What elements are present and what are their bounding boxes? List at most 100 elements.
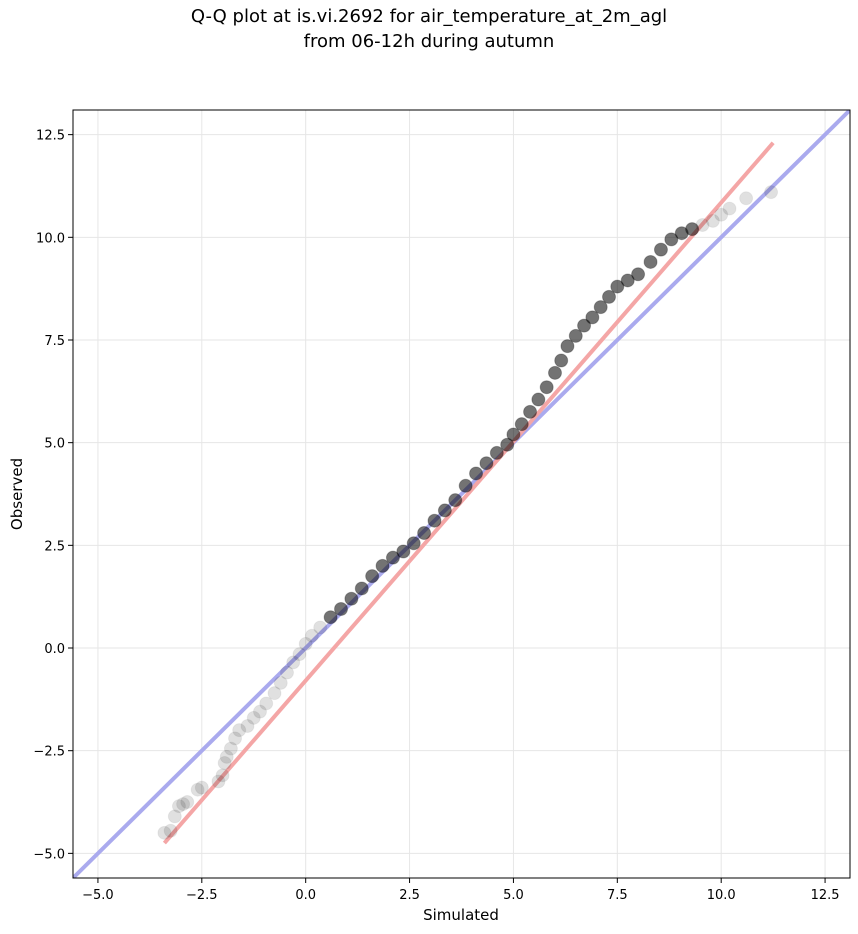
- data-point: [354, 581, 369, 596]
- data-point: [620, 273, 635, 288]
- data-point: [313, 620, 328, 635]
- data-point: [705, 213, 720, 228]
- data-point: [448, 493, 463, 508]
- data-point: [163, 823, 178, 838]
- data-point: [344, 591, 359, 606]
- data-point: [232, 723, 247, 738]
- data-point: [215, 768, 230, 783]
- data-point: [469, 466, 484, 481]
- data-point: [219, 749, 234, 764]
- data-point: [375, 558, 390, 573]
- x-tick-label: 2.5: [399, 888, 420, 903]
- y-tick-label: 7.5: [44, 334, 65, 349]
- data-point: [240, 719, 255, 734]
- data-point: [437, 503, 452, 518]
- data-point: [190, 782, 205, 797]
- y-tick-label: −2.5: [33, 745, 65, 760]
- y-tick-label: 10.0: [36, 231, 65, 246]
- x-tick-label: 10.0: [707, 888, 736, 903]
- data-point: [304, 628, 319, 643]
- data-point: [479, 456, 494, 471]
- data-point: [631, 267, 646, 282]
- y-tick-label: −5.0: [33, 847, 65, 862]
- data-point: [167, 809, 182, 824]
- data-point: [217, 756, 232, 771]
- data-point: [286, 655, 301, 670]
- data-point: [602, 289, 617, 304]
- x-tick-label: 0.0: [295, 888, 316, 903]
- identity-line: [73, 110, 850, 878]
- data-point: [653, 242, 668, 257]
- y-ticks: −5.0 −2.5 0.0 2.5 5.0 7.5 10.0 12.5: [33, 129, 73, 862]
- data-point: [664, 232, 679, 247]
- data-point: [539, 380, 554, 395]
- data-point: [180, 795, 195, 810]
- data-point: [223, 741, 238, 756]
- y-axis-label: Observed: [8, 458, 26, 530]
- data-point: [385, 550, 400, 565]
- data-point: [211, 774, 226, 789]
- y-tick-label: 2.5: [44, 539, 65, 554]
- data-point: [458, 478, 473, 493]
- y-tick-label: 0.0: [44, 642, 65, 657]
- data-point: [406, 536, 421, 551]
- plot-area: [73, 110, 850, 878]
- data-point: [427, 513, 442, 528]
- data-point: [568, 328, 583, 343]
- data-point: [228, 731, 243, 746]
- data-point: [531, 392, 546, 407]
- data-point: [764, 185, 779, 200]
- data-point: [593, 300, 608, 315]
- data-point: [722, 201, 737, 216]
- data-point: [739, 191, 754, 206]
- chart-subtitle: from 06-12h during autumn: [303, 31, 555, 52]
- x-axis-label: Simulated: [423, 906, 499, 924]
- x-tick-label: 5.0: [503, 888, 524, 903]
- data-point: [685, 222, 700, 237]
- data-point: [365, 569, 380, 584]
- x-ticks: −5.0 −2.5 0.0 2.5 5.0 7.5 10.0 12.5: [82, 878, 840, 903]
- data-point: [489, 445, 504, 460]
- data-point: [643, 254, 658, 269]
- data-point: [194, 780, 209, 795]
- x-tick-label: 7.5: [607, 888, 628, 903]
- data-point: [252, 704, 267, 719]
- data-point: [157, 825, 172, 840]
- fit-line: [162, 141, 775, 845]
- points-group: [157, 185, 779, 840]
- data-point: [554, 353, 569, 368]
- data-point: [514, 417, 529, 432]
- data-point: [577, 318, 592, 333]
- x-tick-label: −5.0: [82, 888, 114, 903]
- data-point: [417, 526, 432, 541]
- data-point: [695, 217, 710, 232]
- data-point: [273, 675, 288, 690]
- chart-title: Q-Q plot at is.vi.2692 for air_temperatu…: [190, 6, 668, 27]
- data-point: [506, 427, 521, 442]
- data-point: [334, 601, 349, 616]
- data-point: [560, 339, 575, 354]
- x-tick-label: 12.5: [811, 888, 840, 903]
- data-point: [523, 404, 538, 419]
- data-point: [298, 636, 313, 651]
- data-point: [323, 610, 338, 625]
- data-point: [267, 686, 282, 701]
- data-point: [585, 310, 600, 325]
- plot-frame: [72, 109, 851, 879]
- data-point: [547, 365, 562, 380]
- data-point: [176, 797, 191, 812]
- data-point: [246, 710, 261, 725]
- data-point: [292, 647, 307, 662]
- y-tick-label: 12.5: [36, 129, 65, 144]
- x-tick-label: −2.5: [186, 888, 218, 903]
- y-tick-label: 5.0: [44, 437, 65, 452]
- data-point: [500, 437, 515, 452]
- data-point: [610, 279, 625, 294]
- data-point: [171, 799, 186, 814]
- data-point: [279, 665, 294, 680]
- data-point: [396, 544, 411, 559]
- data-point: [259, 696, 274, 711]
- data-point: [714, 207, 729, 222]
